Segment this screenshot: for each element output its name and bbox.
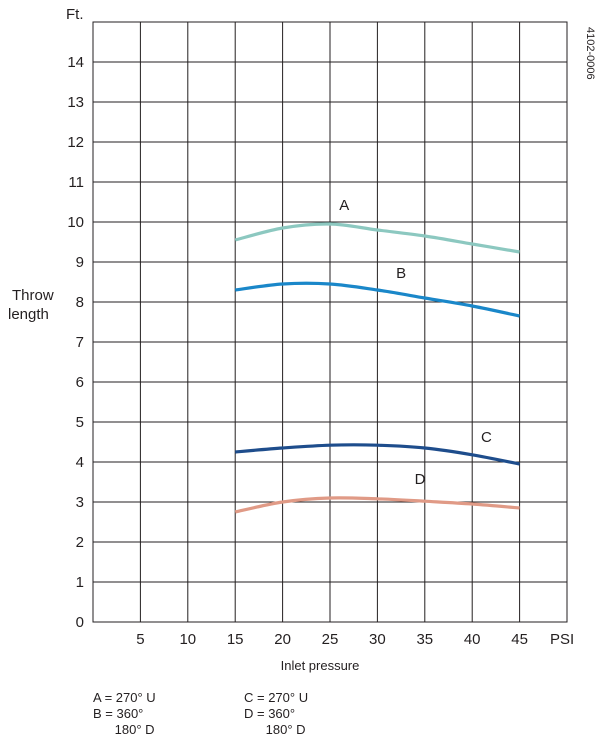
y-tick-label: 2 [76, 534, 84, 551]
series-label-c: C [481, 429, 492, 446]
legend-line-d: D = 360° [244, 706, 296, 721]
y-tick-label: 12 [67, 134, 84, 151]
figure-code: 4102-0006 [584, 27, 596, 80]
series-label-b: B [396, 265, 406, 282]
legend: A = 270° U B = 360° 180° D [93, 690, 156, 738]
x-tick-label: 45 [511, 631, 528, 648]
x-tick-label: 20 [274, 631, 291, 648]
legend-line-b-cont: 180° D [93, 722, 155, 737]
series-line-a [234, 222, 520, 254]
y-tick-label: 7 [76, 334, 84, 351]
y-tick-label: 9 [76, 254, 84, 271]
plot-frame [92, 21, 568, 623]
legend-right: C = 270° U D = 360° 180° D [244, 690, 308, 738]
y-tick-label: 4 [76, 454, 84, 471]
series-line-d [234, 496, 520, 514]
x-tick-label: 40 [464, 631, 481, 648]
y-tick-label: 3 [76, 494, 84, 511]
y-tick-label: 5 [76, 414, 84, 431]
grid [92, 21, 568, 623]
x-unit-label: PSI [550, 631, 574, 648]
y-tick-label: 1 [76, 574, 84, 591]
legend-line-d-cont: 180° D [244, 722, 306, 737]
y-tick-label: 13 [67, 94, 84, 111]
y-tick-label: 0 [76, 614, 84, 631]
x-tick-label: 5 [136, 631, 144, 648]
y-tick-label: 6 [76, 374, 84, 391]
y-tick-label: 14 [67, 54, 84, 71]
series-group: A B C D [234, 197, 520, 514]
y-unit-label: Ft. [66, 6, 84, 23]
series-line-b [234, 281, 520, 318]
x-axis-label: Inlet pressure [281, 658, 360, 673]
y-axis-label-line1: Throw [12, 287, 54, 304]
x-tick-label: 30 [369, 631, 386, 648]
legend-line-a: A = 270° U [93, 690, 156, 705]
x-tick-label: 15 [227, 631, 244, 648]
series-line-c [235, 443, 520, 466]
legend-line-c: C = 270° U [244, 690, 309, 705]
series-label-a: A [339, 197, 349, 214]
x-tick-label: 10 [179, 631, 196, 648]
legend-line-b: B = 360° [93, 706, 144, 721]
y-axis-label-line2: length [8, 306, 49, 323]
y-tick-label: 11 [68, 174, 84, 191]
x-tick-label: 25 [322, 631, 339, 648]
y-tick-label: 10 [67, 214, 84, 231]
series-label-d: D [415, 471, 426, 488]
x-tick-label: 35 [416, 631, 433, 648]
y-tick-label: 8 [76, 294, 84, 311]
